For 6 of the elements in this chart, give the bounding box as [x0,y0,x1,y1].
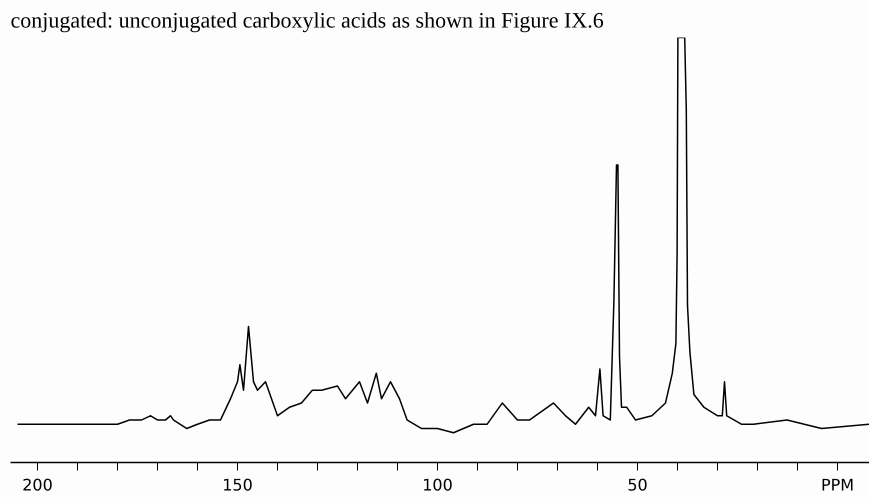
x-tick-label: 150 [222,476,253,494]
x-tick-label: 100 [422,476,453,494]
text: conjugated: unconjugated carboxylic acids as shown in Figure IX.6 [10,8,604,32]
x-tick-label: PPM [820,476,854,494]
x-tick-label: 50 [627,476,648,494]
x-tick-label: 200 [22,476,53,494]
